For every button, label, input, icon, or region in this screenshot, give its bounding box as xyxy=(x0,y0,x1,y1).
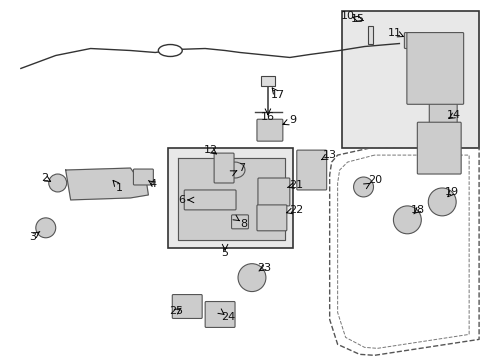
Text: 10: 10 xyxy=(340,11,354,21)
Text: 19: 19 xyxy=(444,187,458,197)
Text: 4: 4 xyxy=(149,179,157,189)
Ellipse shape xyxy=(49,174,66,192)
FancyBboxPatch shape xyxy=(406,32,463,104)
FancyBboxPatch shape xyxy=(258,178,289,206)
Text: 23: 23 xyxy=(256,263,270,273)
Text: 14: 14 xyxy=(446,110,460,120)
Bar xyxy=(367,26,372,44)
FancyBboxPatch shape xyxy=(205,302,235,328)
FancyBboxPatch shape xyxy=(256,205,286,231)
Ellipse shape xyxy=(427,188,455,216)
Polygon shape xyxy=(65,168,148,200)
Text: 7: 7 xyxy=(238,163,245,173)
Ellipse shape xyxy=(238,264,265,292)
Bar xyxy=(261,76,274,86)
Ellipse shape xyxy=(158,45,182,57)
Ellipse shape xyxy=(353,177,373,197)
Text: 3: 3 xyxy=(29,232,36,242)
Text: 16: 16 xyxy=(261,112,274,122)
Text: 22: 22 xyxy=(288,205,302,215)
Bar xyxy=(341,11,478,148)
Text: 18: 18 xyxy=(410,205,425,215)
FancyBboxPatch shape xyxy=(416,122,460,174)
FancyBboxPatch shape xyxy=(256,119,282,141)
Text: 25: 25 xyxy=(169,306,183,316)
Text: 24: 24 xyxy=(221,312,235,323)
FancyBboxPatch shape xyxy=(404,32,424,49)
Ellipse shape xyxy=(36,218,56,238)
Text: 21: 21 xyxy=(288,180,302,190)
FancyBboxPatch shape xyxy=(184,190,236,210)
FancyBboxPatch shape xyxy=(231,215,248,229)
Text: 8: 8 xyxy=(240,219,247,229)
Ellipse shape xyxy=(224,162,244,178)
Text: 11: 11 xyxy=(386,28,401,37)
Bar xyxy=(168,148,292,248)
FancyBboxPatch shape xyxy=(296,150,326,190)
Text: 12: 12 xyxy=(203,145,218,155)
Ellipse shape xyxy=(393,206,421,234)
Text: 5: 5 xyxy=(221,248,228,258)
Text: 15: 15 xyxy=(350,14,364,24)
Text: 20: 20 xyxy=(367,175,382,185)
Text: 2: 2 xyxy=(41,173,48,183)
FancyBboxPatch shape xyxy=(172,294,202,319)
FancyBboxPatch shape xyxy=(428,99,456,161)
FancyBboxPatch shape xyxy=(214,153,234,183)
FancyBboxPatch shape xyxy=(133,169,153,185)
Text: 9: 9 xyxy=(289,115,296,125)
Text: 13: 13 xyxy=(322,150,336,160)
Text: 1: 1 xyxy=(116,183,123,193)
Polygon shape xyxy=(178,158,285,240)
Text: 6: 6 xyxy=(179,195,185,205)
Text: 17: 17 xyxy=(270,90,285,100)
